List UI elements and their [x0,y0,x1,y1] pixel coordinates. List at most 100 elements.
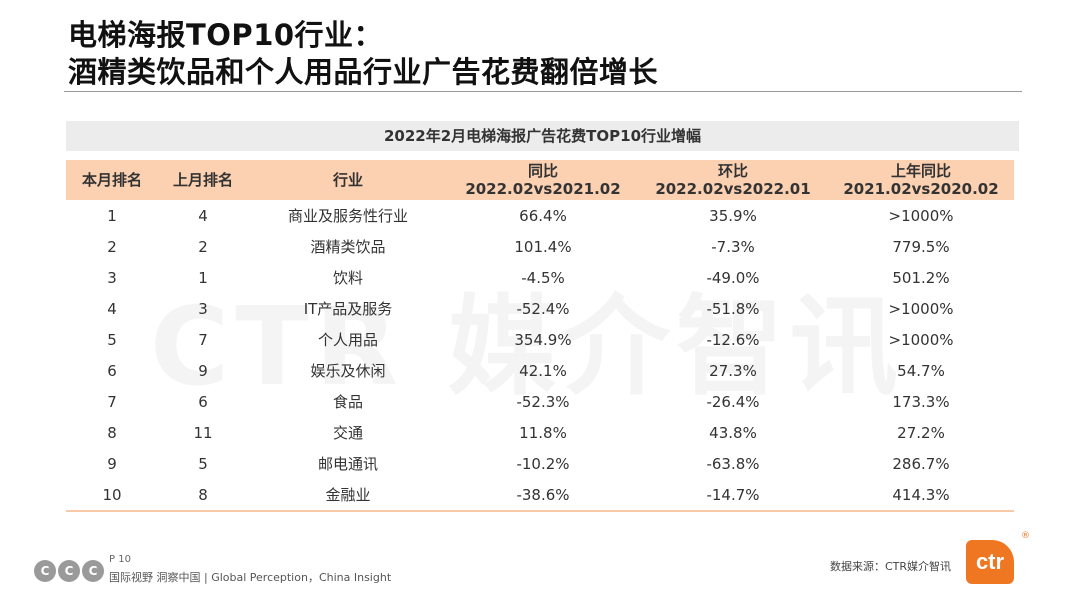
table-cell: 2 [198,237,208,256]
table-cell: 8 [107,423,117,442]
table-cell: 4 [107,299,117,318]
data-source: 数据来源：CTR媒介智讯 [830,560,952,573]
badge-icon: C [82,560,104,582]
table-cell: 商业及服务性行业 [287,207,408,225]
table-body: 1 4 商业及服务性行业 66.4% 35.9% >1000% 2 2 酒精类饮品 101.4% -… [66,200,1014,512]
table-cell: 5 [198,454,208,473]
table-cell: >1000% [888,299,954,318]
table-cell: 交通 [332,424,363,442]
table-cell: 7 [107,392,117,411]
footer-badges: C C C [34,560,104,582]
ctr-logo: ctr [966,540,1014,584]
table-cell: 286.7% [892,454,950,473]
table-cell: 414.3% [828,479,1014,512]
column-header-period: 2022.02vs2021.02 [465,180,621,198]
column-header: 行业 [248,160,448,200]
table-cell: 35.9% [709,206,757,225]
table-cell: >1000% [888,330,954,349]
table-cell: 1 [198,268,208,287]
table-cell: 10 [66,479,158,512]
table-row: 7 6 食品 -52.3% -26.4% 173.3% [66,386,1014,417]
table-cell: 6 [198,392,208,411]
table-row: 9 5 邮电通讯 -10.2% -63.8% 286.7% [66,448,1014,479]
table-cell: 42.1% [519,361,567,380]
table-cell: IT产品及服务 [303,300,393,318]
table-cell: 354.9% [514,330,572,349]
table-cell: 4 [198,206,208,225]
column-header: 上年同比 2021.02vs2020.02 [828,160,1014,200]
table-row: 6 9 娱乐及休闲 42.1% 27.3% 54.7% [66,355,1014,386]
table-cell: 食品 [332,393,363,411]
table-cell: 11.8% [519,423,567,442]
table-cell: 66.4% [519,206,567,225]
table-cell: -7.3% [711,237,755,256]
column-header: 上月排名 [158,160,248,200]
table-cell: -12.6% [706,330,760,349]
table-cell: 7 [198,330,208,349]
table-cell: 9 [107,454,117,473]
table-cell: -52.4% [516,299,570,318]
table-cell: -4.5% [521,268,565,287]
table-row: 5 7 个人用品 354.9% -12.6% >1000% [66,324,1014,355]
column-header-label: 行业 [332,171,363,189]
page-title: 电梯海报TOP10行业： 酒精类饮品和个人用品行业广告花费翻倍增长 [68,17,658,91]
table-cell: -63.8% [706,454,760,473]
table-cell: -14.7% [638,479,828,512]
table-cell: 个人用品 [317,331,378,349]
registered-mark: ® [1021,531,1030,541]
table-row: 4 3 IT产品及服务 -52.4% -51.8% >1000% [66,293,1014,324]
footer-tagline: 国际视野 洞察中国 | Global Perception，China Insi… [109,571,392,584]
table-cell: 9 [198,361,208,380]
column-header-label: 上月排名 [172,171,233,189]
table-title: 2022年2月电梯海报广告花费TOP10行业增幅 [66,121,1019,151]
column-header: 环比 2022.02vs2022.01 [638,160,828,200]
badge-icon: C [58,560,80,582]
column-header-label: 上年同比 [890,162,951,180]
title-divider [64,91,1022,92]
table-cell: 11 [193,423,213,442]
table-cell: 邮电通讯 [317,455,378,473]
title-line-1: 电梯海报TOP10行业： [68,18,384,52]
table-cell: 酒精类饮品 [310,238,386,256]
column-header-period: 2021.02vs2020.02 [843,180,999,198]
table-cell: -38.6% [448,479,638,512]
table-row: 3 1 饮料 -4.5% -49.0% 501.2% [66,262,1014,293]
table-cell: 6 [107,361,117,380]
badge-icon: C [34,560,56,582]
table-cell: 3 [198,299,208,318]
table-cell: -26.4% [706,392,760,411]
table-cell: 娱乐及休闲 [310,362,386,380]
table-cell: 1 [107,206,117,225]
table-cell: 101.4% [514,237,572,256]
title-line-2: 酒精类饮品和个人用品行业广告花费翻倍增长 [68,55,659,89]
table-cell: 54.7% [897,361,945,380]
table-cell: 27.2% [897,423,945,442]
column-header-label: 环比 [717,162,748,180]
column-header: 本月排名 [66,160,158,200]
column-header-period: 2022.02vs2022.01 [655,180,811,198]
data-table: 本月排名 上月排名 行业 同比 2022.02vs2021.02 环比 2022.02vs2… [66,160,1014,512]
table-cell: -52.3% [516,392,570,411]
column-header: 同比 2022.02vs2021.02 [448,160,638,200]
table-cell: -51.8% [706,299,760,318]
table-cell: -10.2% [516,454,570,473]
table-cell: -49.0% [706,268,760,287]
table-row: 8 11 交通 11.8% 43.8% 27.2% [66,417,1014,448]
table-row: 2 2 酒精类饮品 101.4% -7.3% 779.5% [66,231,1014,262]
table-header-row: 本月排名 上月排名 行业 同比 2022.02vs2021.02 环比 2022.02vs2… [66,160,1014,200]
table-cell: 5 [107,330,117,349]
table-row: 10 8 金融业 -38.6% -14.7% 414.3% [66,479,1014,512]
table-cell: 27.3% [709,361,757,380]
column-header-label: 本月排名 [81,171,142,189]
table-cell: 8 [158,479,248,512]
column-header-label: 同比 [527,162,558,180]
table-cell: 501.2% [892,268,950,287]
table-cell: 779.5% [892,237,950,256]
table-cell: 饮料 [332,269,363,287]
table-cell: 3 [107,268,117,287]
watermark: CTR 媒介智讯 [150,285,904,410]
table-cell: 金融业 [248,479,448,512]
table-row: 1 4 商业及服务性行业 66.4% 35.9% >1000% [66,200,1014,231]
table-cell: 43.8% [709,423,757,442]
table-cell: >1000% [888,206,954,225]
